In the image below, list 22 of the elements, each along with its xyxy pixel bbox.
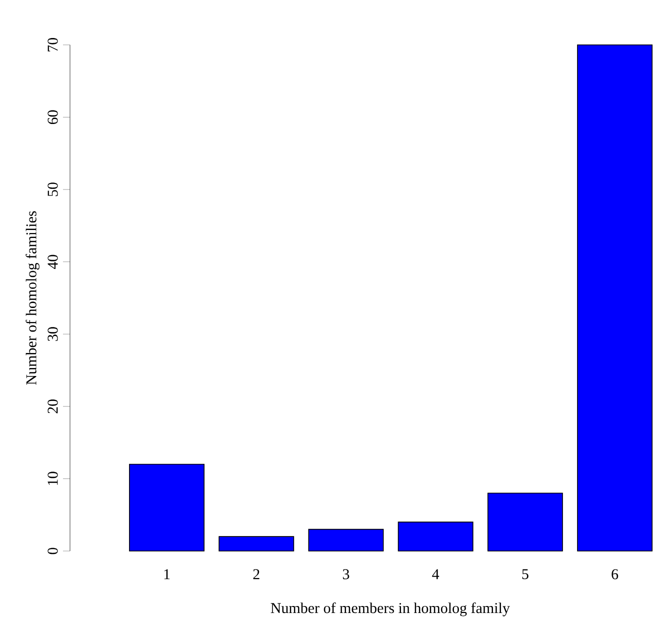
bar [308,528,384,552]
bar [577,44,653,552]
y-tick-label: 60 [48,110,58,124]
y-tick-label: 40 [48,254,58,269]
y-axis-title: Number of homolog families [26,211,40,385]
x-tick-label: 6 [612,569,618,580]
bar [129,464,204,552]
x-tick-label: 1 [164,569,170,580]
x-tick-label: 2 [253,569,260,580]
y-tick-label: 0 [48,548,58,554]
y-tick-label: 30 [48,327,58,341]
x-axis-title: Number of members in homolog family [270,602,510,616]
x-tick-label: 4 [432,569,440,580]
bar [398,522,474,552]
y-tick-label: 10 [48,472,58,485]
y-tick-label: 20 [48,399,58,414]
bar [487,492,563,552]
x-tick-label: 3 [342,569,350,580]
x-tick-label: 5 [522,569,528,580]
y-tick-label: 50 [48,182,58,196]
y-tick-label: 70 [48,38,58,52]
bar [218,536,294,552]
